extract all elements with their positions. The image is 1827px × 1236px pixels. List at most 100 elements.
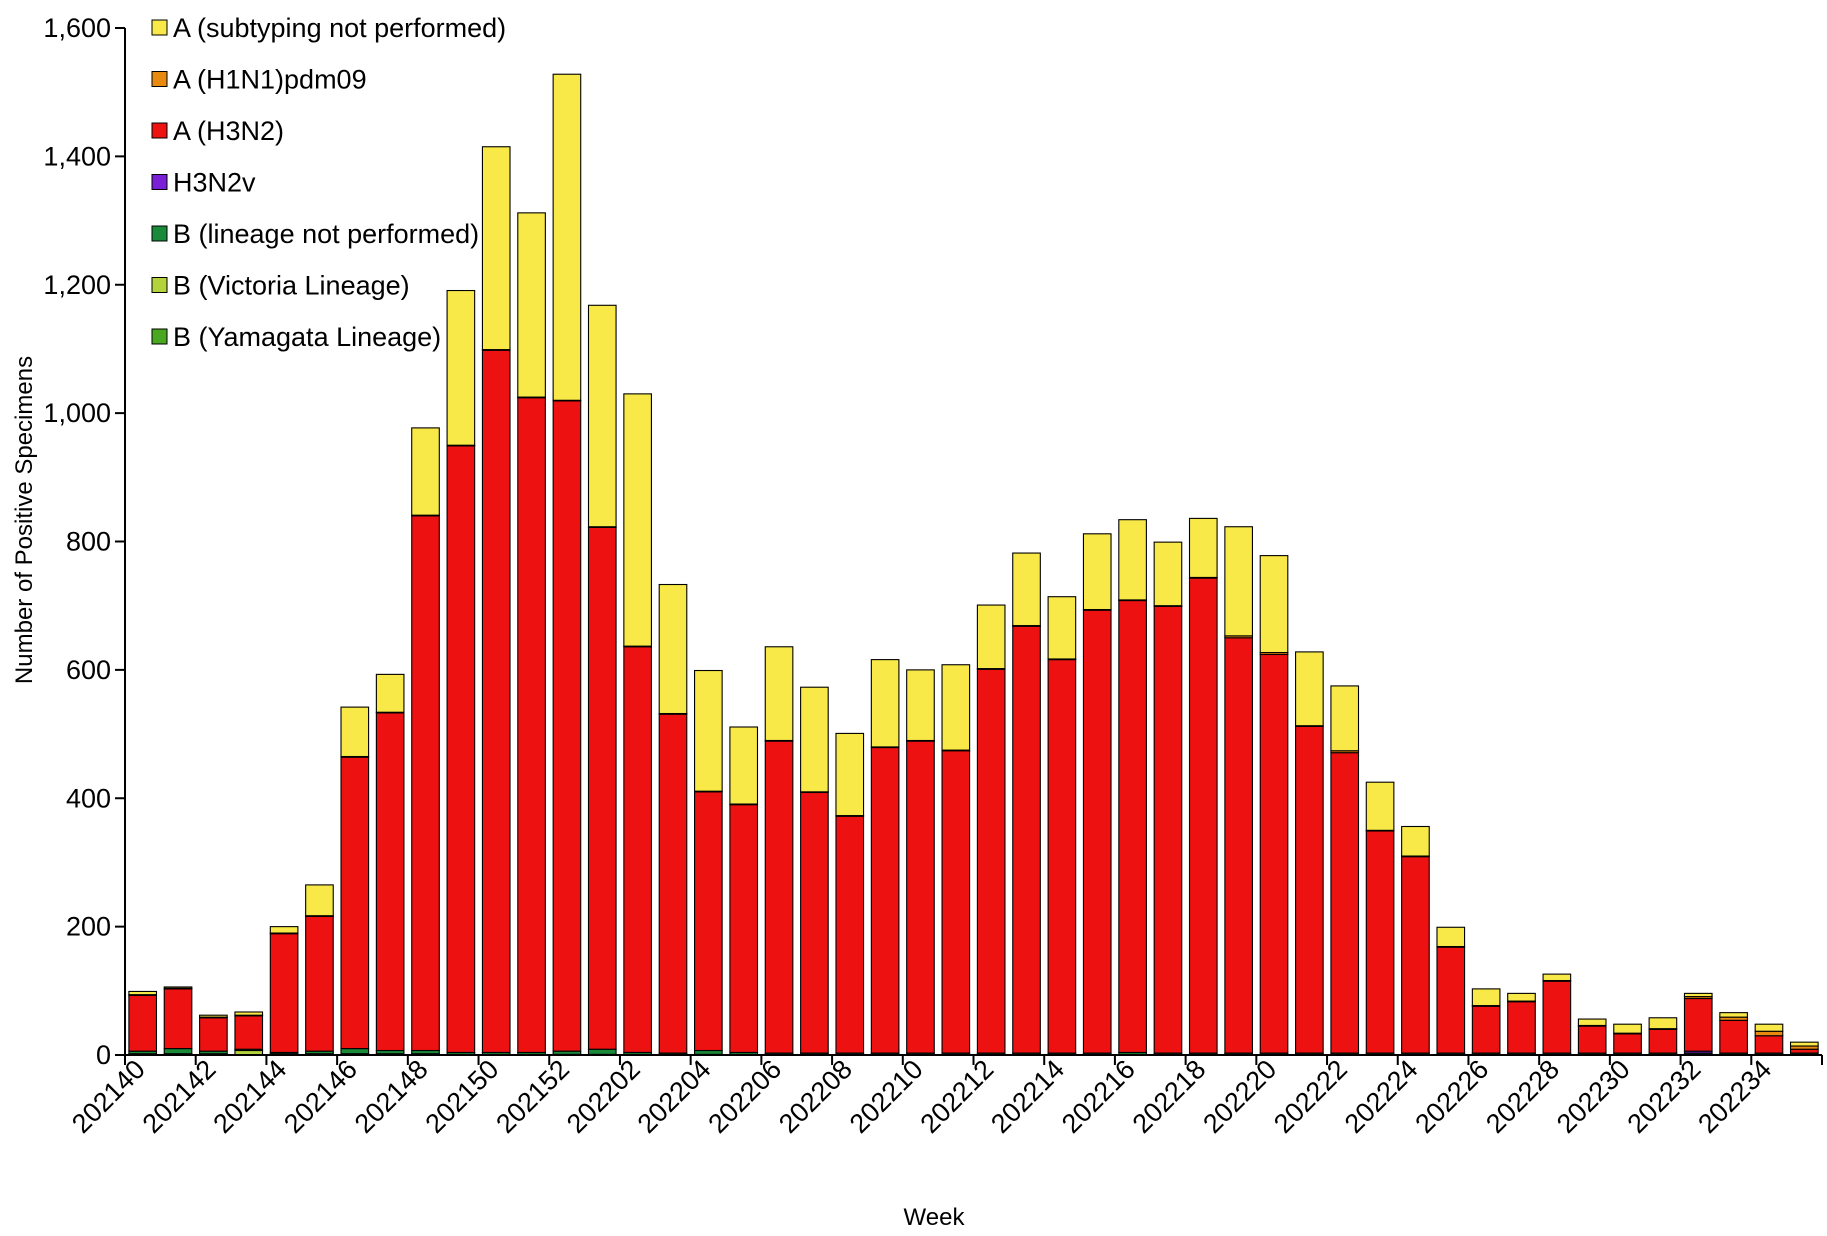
bar-segment-202150-s6 [481,146,511,351]
bar-segment-202221-s6 [1295,651,1324,727]
x-tick-label: 202148 [349,1054,434,1139]
legend-swatch [151,19,168,36]
bar-segment-202220-s6 [1259,555,1289,654]
bar-segment-202221-s4 [1295,725,1324,1054]
bar-segment-202211-s6 [941,664,971,751]
bar-segment-202229-s6 [1577,1018,1607,1027]
y-axis-title: Number of Positive Specimens [11,356,38,684]
x-axis-title: Week [904,1204,966,1231]
bar-segment-202225-s6 [1436,926,1466,948]
bar-segment-202204-s6 [694,669,723,792]
bar-segment-202218-s4 [1188,577,1218,1054]
legend-label: B (lineage not performed) [173,219,479,249]
bar-segment-202141-s4 [163,988,193,1050]
bar-segment-202234-s5 [1754,1030,1784,1037]
legend-label: B (Victoria Lineage) [173,271,410,301]
bar-segment-202224-s6 [1401,825,1430,857]
bar-segment-202228-s4 [1542,980,1572,1054]
y-tick-label: 0 [96,1040,111,1070]
x-tick-label: 202214 [985,1054,1070,1139]
x-tick-label: 202152 [490,1054,575,1139]
bar-segment-202213-s6 [1012,552,1041,627]
legend-swatch [151,277,168,293]
x-tick-label: 202204 [632,1054,717,1139]
bar-segment-202149-s4 [446,445,476,1053]
bar-segment-202218-s6 [1188,517,1218,578]
bar-segment-202225-s4 [1436,946,1466,1054]
bar-segment-202202-s4 [623,646,652,1053]
x-tick-label: 202144 [207,1054,292,1139]
y-tick-label: 600 [66,655,111,685]
bar-segment-202142-s4 [199,1017,228,1052]
x-tick-label: 202218 [1127,1054,1212,1139]
bar-segment-202217-s6 [1153,541,1183,607]
bar-segment-202206-s4 [764,740,794,1054]
bar-segment-202146-s6 [340,706,370,758]
x-tick-label: 202210 [844,1054,929,1139]
bar-segment-202144-s4 [269,933,299,1053]
bar-segment-202209-s4 [870,746,900,1054]
legend-swatch [151,71,168,87]
bar-segment-202217-s4 [1153,605,1183,1054]
bar-segment-202150-s4 [481,349,511,1053]
x-tick-label: 202230 [1551,1054,1636,1139]
bars-layer [128,73,1819,1056]
bar-segment-202232-s4 [1683,997,1713,1052]
bar-segment-202227-s4 [1507,1001,1536,1054]
bar-segment-202235-s4 [1789,1048,1819,1054]
bar-segment-202234-s6 [1754,1023,1784,1032]
bar-segment-202212-s4 [976,668,1006,1054]
bar-segment-202224-s4 [1401,856,1430,1054]
bar-segment-202219-s4 [1224,637,1253,1054]
bar-segment-202227-s6 [1507,992,1536,1002]
bar-segment-202147-s6 [375,673,405,713]
bar-segment-202145-s6 [305,884,334,917]
y-tick-label: 200 [66,912,111,942]
legend-label: A (H1N1)pdm09 [173,65,367,95]
bar-segment-202148-s6 [411,427,440,516]
x-tick-label: 202146 [278,1054,363,1139]
x-tick-label: 202226 [1409,1054,1494,1139]
bar-segment-202234-s4 [1754,1035,1784,1054]
bar-segment-202146-s4 [340,756,370,1050]
bar-segment-202201-s4 [587,526,617,1050]
legend-label: B (Yamagata Lineage) [173,322,441,352]
bar-segment-202235-s6 [1789,1041,1819,1047]
y-tick-label: 800 [66,527,111,557]
bar-segment-202203-s4 [658,713,688,1054]
bar-segment-202145-s4 [305,915,334,1052]
bar-segment-202151-s6 [517,212,546,398]
bar-segment-202206-s6 [764,646,794,742]
x-tick-label: 202228 [1480,1054,1565,1139]
bar-segment-202141-s6 [163,986,193,989]
bar-segment-202223-s4 [1365,830,1395,1054]
bar-segment-202223-s6 [1365,781,1395,831]
x-tick-label: 202142 [137,1054,222,1139]
bar-segment-202208-s4 [835,815,865,1054]
legend-label: H3N2v [173,168,256,198]
bar-segment-202212-s6 [976,604,1006,670]
bar-segment-202204-s2 [694,1049,723,1055]
bar-segment-202208-s6 [835,732,865,817]
y-tick-label: 1,600 [43,13,111,43]
bar-segment-202151-s4 [517,397,546,1053]
x-tick-label: 202212 [914,1054,999,1139]
bar-segment-202230-s6 [1613,1023,1642,1034]
y-tick-label: 400 [66,783,111,813]
bar-segment-202233-s4 [1719,1019,1748,1054]
bar-segment-202143-s4 [234,1015,264,1050]
bar-segment-202222-s6 [1330,685,1360,752]
legend-swatch [151,225,168,242]
bar-segment-202222-s4 [1330,752,1360,1054]
bar-segment-202232-s6 [1683,992,1713,998]
bar-segment-202215-s4 [1082,609,1112,1054]
bar-segment-202229-s4 [1577,1025,1607,1054]
bar-segment-202146-s2 [340,1048,370,1055]
y-tick-label: 1,000 [43,398,111,428]
bar-segment-202144-s6 [269,926,299,934]
bar-segment-202210-s6 [906,669,935,742]
bar-segment-202140-s6 [128,990,158,996]
legend-swatch [151,122,168,139]
bar-segment-202211-s4 [941,750,971,1054]
